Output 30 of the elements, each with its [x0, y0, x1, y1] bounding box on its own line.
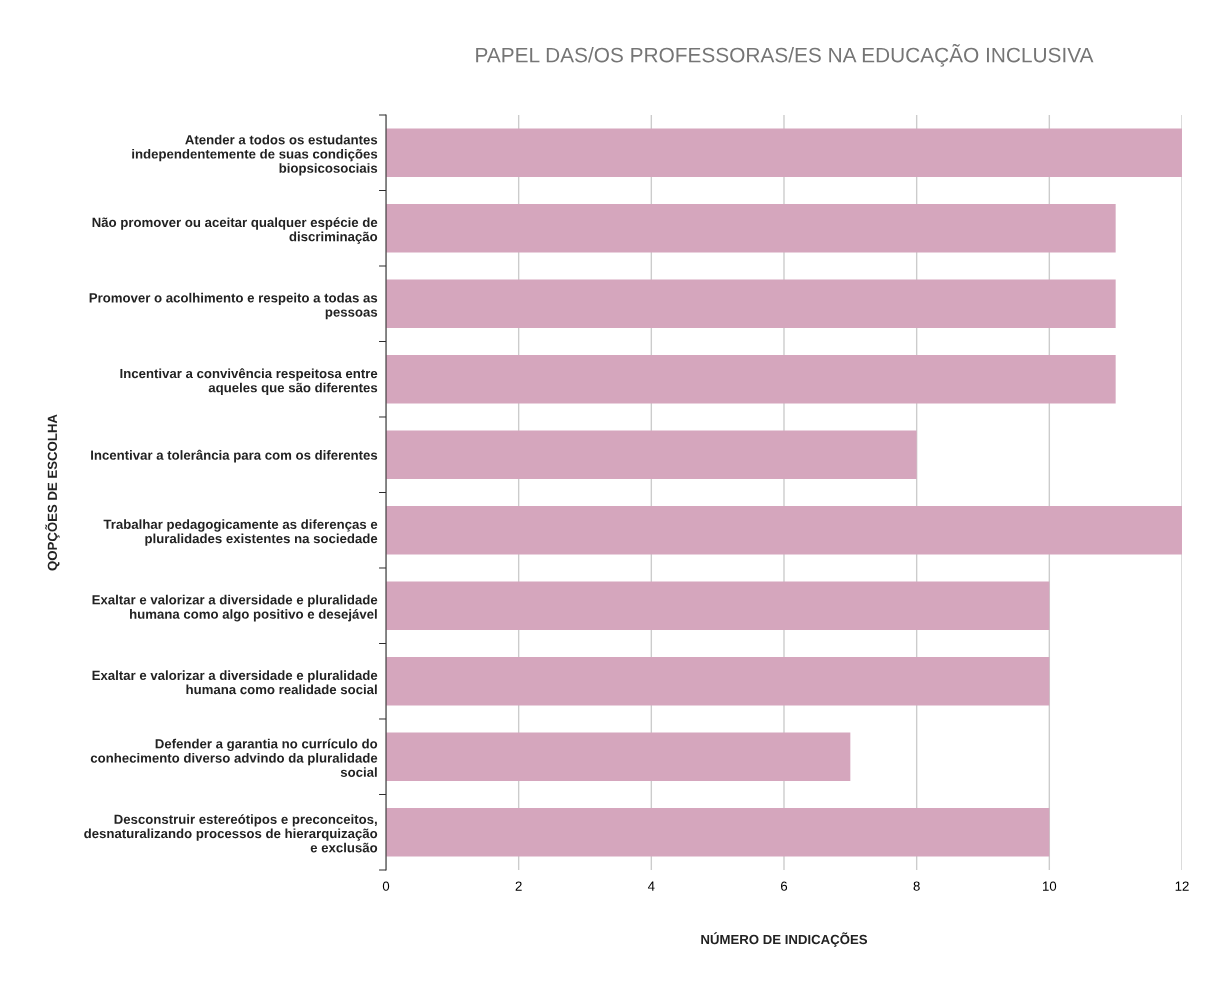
- y-tick-label: Trabalhar pedagogicamente as diferenças e pluralidades existentes na sociedade: [103, 519, 378, 546]
- x-axis-title: NÚMERO DE INDICAÇÕES: [701, 932, 868, 947]
- bar: [386, 430, 917, 479]
- y-tick-label: Incentivar a convivência respeitosa entre aqueles que são diferentes: [120, 368, 378, 395]
- bar: [386, 128, 1182, 177]
- y-tick-label: Exaltar e valorizar a diversidade e pluralidade humana como realidade social: [92, 670, 378, 695]
- y-tick-label: Exaltar e valorizar a diversidade e pluralidade humana como algo positivo e desejável: [92, 594, 378, 622]
- x-tick-label: 8: [913, 881, 920, 891]
- bar: [386, 732, 851, 781]
- x-tick-label: 4: [647, 881, 655, 891]
- bar: [386, 279, 1116, 328]
- x-tick-label: 10: [1043, 881, 1057, 891]
- y-tick-label: Incentivar a tolerância para com os diferentes: [91, 449, 378, 463]
- bar: [386, 204, 1116, 253]
- bar: [386, 808, 1050, 857]
- bar: [386, 506, 1182, 555]
- x-tick-label: 6: [781, 881, 788, 891]
- bar: [386, 355, 1116, 404]
- chart-title: PAPEL DAS/OS PROFESSORAS/ES NA EDUCAÇÃO INCLUSIVA: [476, 43, 1094, 67]
- x-tick-label: 12: [1175, 881, 1189, 891]
- y-tick-label: Não promover ou aceitar qualquer espécie de discriminação: [92, 217, 378, 244]
- y-tick-label: Desconstruir estereótipos e preconceitos, desnaturalizando processos de hierarquização e exclusão: [84, 814, 378, 853]
- y-axis-title: QOPÇÕES DE ESCOLHA: [45, 414, 60, 571]
- y-tick-label: Atender a todos os estudantes independentemente de suas condições biopsicosociais: [132, 134, 378, 176]
- bar: [386, 657, 1050, 706]
- bar: [386, 581, 1050, 630]
- y-tick-label: Promover o acolhimento e respeito a todas as pessoas: [89, 292, 378, 320]
- x-tick-label: 2: [515, 881, 522, 891]
- y-tick-label: Defender a garantia no currículo do conhecimento diverso advindo da pluralidade social: [90, 738, 378, 777]
- x-tick-label: 0: [382, 881, 390, 891]
